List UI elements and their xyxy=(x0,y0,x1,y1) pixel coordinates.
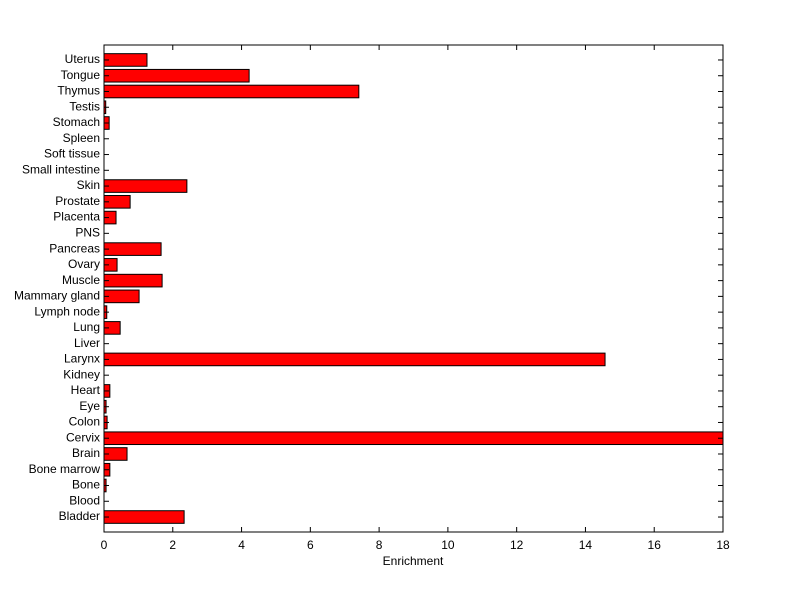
y-tick-label: Mammary gland xyxy=(14,289,100,303)
x-tick-label: 14 xyxy=(579,538,593,552)
y-tick-label: Soft tissue xyxy=(44,147,100,161)
x-tick-label: 0 xyxy=(101,538,108,552)
y-tick-label: PNS xyxy=(75,226,100,240)
plot-frame xyxy=(103,44,724,533)
x-tick-label: 18 xyxy=(716,538,730,552)
y-tick-label: Ovary xyxy=(68,257,100,271)
x-axis-label: Enrichment xyxy=(383,554,444,568)
y-tick-label: Blood xyxy=(69,493,100,507)
y-tick-label: Pancreas xyxy=(49,241,100,255)
y-tick-label: Bone xyxy=(72,478,100,492)
y-tick-label: Kidney xyxy=(63,367,100,381)
y-tick-label: Small intestine xyxy=(22,162,100,176)
y-tick-label: Brain xyxy=(72,446,100,460)
y-tick-label: Heart xyxy=(71,383,101,397)
y-tick-label: Eye xyxy=(79,399,100,413)
y-tick-label: Bladder xyxy=(59,509,100,523)
y-tick-label: Stomach xyxy=(53,115,100,129)
x-tick-label: 12 xyxy=(510,538,524,552)
bar xyxy=(103,510,185,524)
y-tick-label: Tongue xyxy=(61,68,101,82)
x-tick-label: 16 xyxy=(648,538,662,552)
y-tick-label: Bone marrow xyxy=(29,462,101,476)
y-tick-label: Prostate xyxy=(55,194,100,208)
x-tick-label: 10 xyxy=(441,538,455,552)
y-tick-label: Lymph node xyxy=(34,304,100,318)
y-tick-label: Lung xyxy=(73,320,100,334)
bar xyxy=(103,352,606,367)
y-tick-label: Uterus xyxy=(65,52,100,66)
bar xyxy=(103,179,188,193)
bar xyxy=(103,431,724,446)
bar xyxy=(103,242,162,256)
y-tick-label: Skin xyxy=(77,178,100,192)
y-tick-label: Spleen xyxy=(63,131,100,145)
y-tick-label: Cervix xyxy=(66,430,100,444)
bar xyxy=(103,84,360,99)
y-tick-label: Liver xyxy=(74,336,100,350)
y-tick-label: Placenta xyxy=(53,210,100,224)
bar xyxy=(103,289,140,304)
y-tick-label: Thymus xyxy=(57,84,100,98)
bar xyxy=(103,68,250,83)
y-tick-label: Muscle xyxy=(62,273,100,287)
bar xyxy=(103,273,163,288)
x-tick-label: 2 xyxy=(169,538,176,552)
bar xyxy=(103,53,148,67)
y-tick-label: Testis xyxy=(69,99,100,113)
x-tick-label: 6 xyxy=(307,538,314,552)
x-tick-label: 4 xyxy=(238,538,245,552)
y-tick-label: Colon xyxy=(69,415,100,429)
y-tick-label: Larynx xyxy=(64,352,100,366)
x-tick-label: 8 xyxy=(376,538,383,552)
